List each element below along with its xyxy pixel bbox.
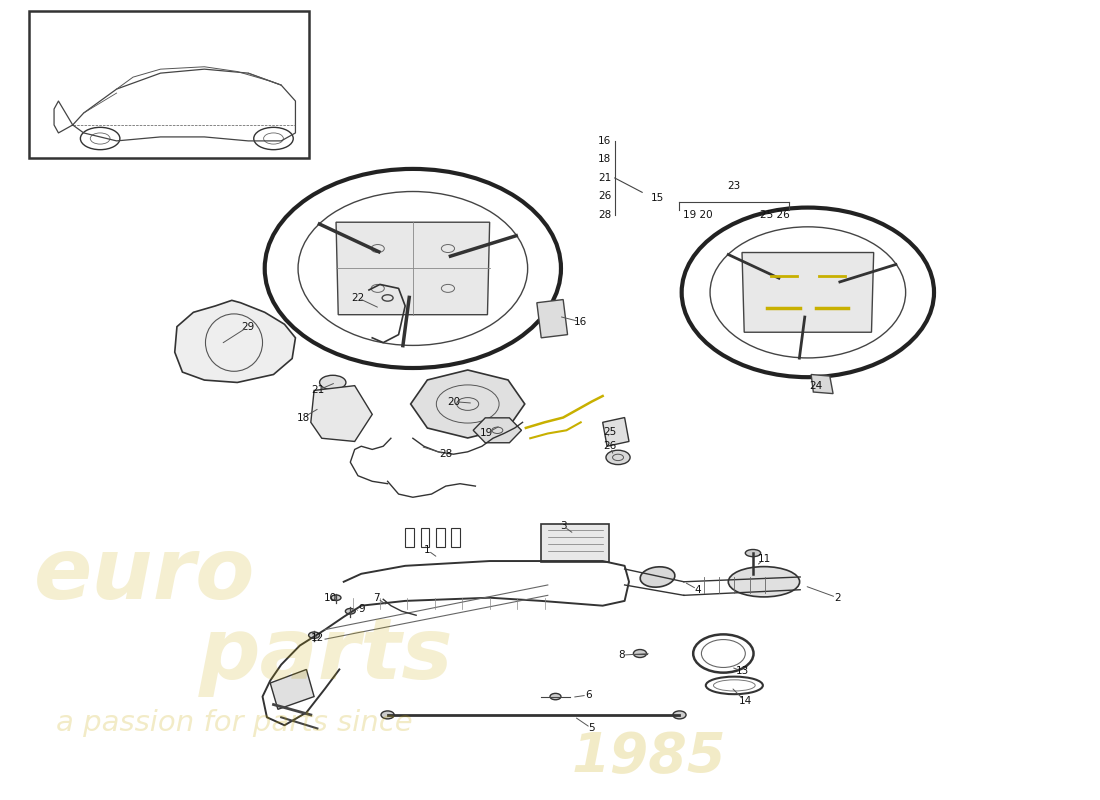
Text: 4: 4 [695, 585, 702, 594]
Text: 5: 5 [588, 723, 595, 734]
Ellipse shape [345, 609, 355, 614]
Polygon shape [311, 386, 372, 442]
Bar [29, 11, 309, 158]
Text: 15: 15 [651, 193, 664, 203]
Ellipse shape [606, 450, 630, 465]
Bar [420, 527, 429, 547]
Polygon shape [175, 300, 296, 382]
Polygon shape [271, 670, 315, 710]
Text: 19: 19 [480, 429, 493, 438]
Ellipse shape [381, 711, 394, 719]
Text: 1985: 1985 [572, 730, 726, 784]
Text: 14: 14 [739, 696, 752, 706]
Text: 21: 21 [311, 386, 324, 395]
Text: 10: 10 [324, 593, 337, 602]
Text: 26: 26 [604, 442, 617, 451]
Text: 25 26: 25 26 [760, 210, 790, 220]
Text: 26: 26 [598, 191, 612, 201]
Text: 19 20: 19 20 [683, 210, 713, 220]
Text: 18: 18 [297, 413, 310, 422]
Text: 28: 28 [598, 210, 612, 220]
Text: 7: 7 [373, 593, 380, 602]
Bar [451, 527, 460, 547]
Text: 24: 24 [808, 381, 822, 390]
Ellipse shape [331, 595, 341, 601]
Text: 2: 2 [834, 593, 840, 602]
Text: 23: 23 [728, 182, 741, 191]
Text: 20: 20 [447, 397, 460, 406]
Ellipse shape [640, 567, 675, 587]
Text: 22: 22 [351, 293, 364, 303]
Bar [436, 527, 444, 547]
Polygon shape [603, 418, 629, 446]
Text: 12: 12 [311, 633, 324, 642]
Text: 21: 21 [598, 173, 612, 182]
Polygon shape [336, 222, 490, 314]
Polygon shape [537, 299, 568, 338]
Ellipse shape [550, 694, 561, 700]
Polygon shape [811, 374, 833, 394]
Text: a passion for parts since: a passion for parts since [56, 709, 412, 737]
Ellipse shape [728, 566, 800, 597]
Text: 6: 6 [585, 690, 592, 700]
Bar [405, 527, 414, 547]
Ellipse shape [320, 375, 345, 390]
Text: euro: euro [34, 534, 255, 617]
Text: 16: 16 [598, 136, 612, 146]
Text: 9: 9 [358, 604, 364, 614]
Ellipse shape [309, 632, 320, 638]
Text: 25: 25 [604, 427, 617, 437]
Text: 8: 8 [618, 650, 625, 660]
Polygon shape [742, 253, 873, 332]
Text: 11: 11 [757, 554, 771, 565]
Text: 29: 29 [242, 322, 255, 332]
Polygon shape [410, 370, 525, 438]
Text: 16: 16 [574, 317, 587, 327]
Bar [541, 523, 609, 562]
Text: 28: 28 [439, 450, 452, 459]
Text: 1: 1 [424, 545, 430, 555]
Polygon shape [473, 418, 521, 442]
Text: 3: 3 [560, 521, 566, 531]
Text: parts: parts [199, 614, 453, 697]
Ellipse shape [746, 550, 761, 557]
Text: 13: 13 [736, 666, 749, 676]
Ellipse shape [673, 711, 686, 719]
Text: 18: 18 [598, 154, 612, 164]
Ellipse shape [634, 650, 647, 658]
